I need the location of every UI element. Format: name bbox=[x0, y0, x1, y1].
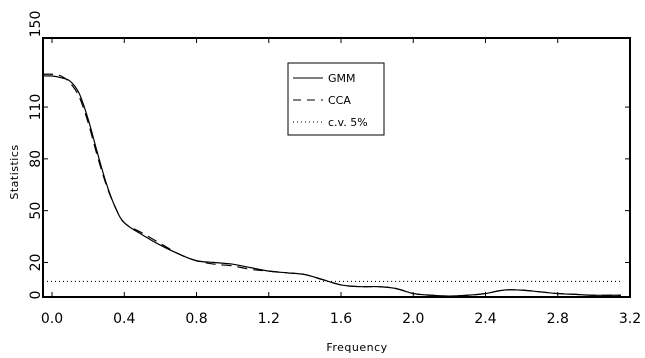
y-tick-label: 50 bbox=[28, 202, 44, 220]
y-tick-label: 80 bbox=[28, 150, 44, 168]
x-tick-label: 2.4 bbox=[474, 311, 496, 327]
y-axis-label: Statistics bbox=[8, 144, 21, 199]
x-tick-label: 0.8 bbox=[185, 311, 207, 327]
x-tick-label: 2.8 bbox=[547, 311, 569, 327]
legend-gmm-label: GMM bbox=[328, 72, 356, 85]
legend-cv-label: c.v. 5% bbox=[328, 116, 368, 129]
x-tick-label: 1.6 bbox=[330, 311, 352, 327]
x-tick-label: 1.2 bbox=[258, 311, 280, 327]
plot-frame bbox=[42, 37, 631, 298]
y-tick-label: 110 bbox=[28, 94, 44, 121]
legend: GMM CCA c.v. 5% bbox=[287, 62, 385, 136]
x-axis-label: Frequency bbox=[326, 341, 387, 354]
y-tick-label: 20 bbox=[28, 254, 44, 272]
series-line-0 bbox=[42, 75, 621, 297]
x-tick-label: 2.0 bbox=[402, 311, 424, 327]
legend-cca-label: CCA bbox=[328, 94, 351, 107]
x-tick-label: 0.0 bbox=[41, 311, 63, 327]
legend-box bbox=[287, 62, 385, 136]
x-tick-label: 3.2 bbox=[619, 311, 641, 327]
y-tick-label: 150 bbox=[28, 11, 44, 38]
x-tick-label: 0.4 bbox=[113, 311, 135, 327]
y-tick-label: 0 bbox=[28, 291, 44, 300]
